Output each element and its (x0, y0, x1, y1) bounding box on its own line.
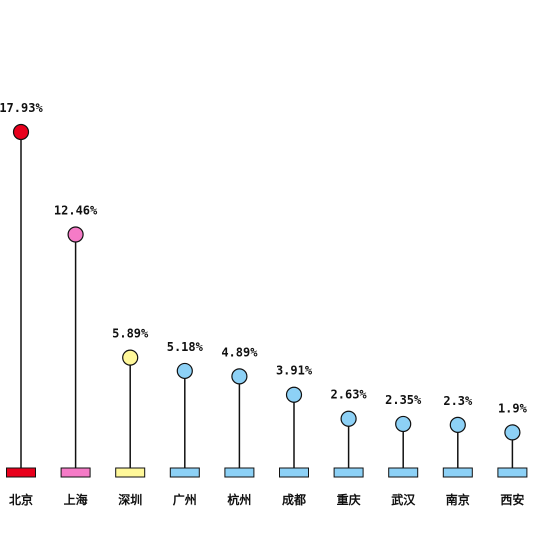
base-bar-3 (169, 467, 200, 478)
category-label-6: 重庆 (337, 492, 361, 507)
dot-1 (67, 226, 84, 243)
dot-7 (395, 415, 412, 433)
category-label-2: 深圳 (118, 492, 142, 507)
dot-6 (340, 410, 357, 427)
base-bar-5 (279, 467, 309, 478)
category-label-7: 武汉 (391, 492, 416, 507)
base-bar-1 (60, 467, 91, 478)
base-bar-0 (6, 467, 36, 478)
base-bar-7 (388, 467, 419, 478)
category-label-1: 上海 (64, 492, 88, 507)
value-label-0: 17.93% (0, 101, 43, 115)
category-label-3: 广州 (173, 492, 197, 507)
category-label-5: 成都 (282, 492, 306, 507)
value-label-6: 2.63% (331, 388, 368, 402)
base-bar-4 (224, 467, 255, 478)
value-label-2: 5.89% (112, 327, 149, 341)
dot-2 (122, 349, 139, 366)
dot-4 (231, 368, 248, 385)
value-label-5: 3.91% (276, 364, 313, 378)
value-label-1: 12.46% (54, 204, 98, 218)
dot-8 (449, 416, 466, 433)
dot-3 (176, 362, 193, 380)
base-bar-6 (333, 467, 364, 478)
category-label-0: 北京 (9, 492, 33, 507)
base-bar-8 (442, 467, 473, 478)
category-label-9: 西安 (500, 492, 524, 507)
value-label-8: 2.3% (443, 394, 473, 408)
category-label-8: 南京 (446, 492, 470, 507)
category-label-4: 杭州 (227, 492, 251, 507)
value-label-3: 5.18% (167, 340, 204, 354)
chart-marks: 17.93% 北京 12.46% 上海 5.89% 深圳 5.18% 广州 4.89% 杭州 3.9… (0, 101, 528, 507)
dot-9 (504, 424, 521, 441)
value-label-7: 2.35% (385, 393, 422, 407)
base-bar-9 (497, 467, 528, 478)
base-bar-2 (115, 467, 146, 478)
value-label-4: 4.89% (221, 345, 258, 359)
value-label-9: 1.9% (498, 401, 528, 415)
dot-5 (285, 386, 303, 403)
dot-0 (12, 123, 30, 141)
